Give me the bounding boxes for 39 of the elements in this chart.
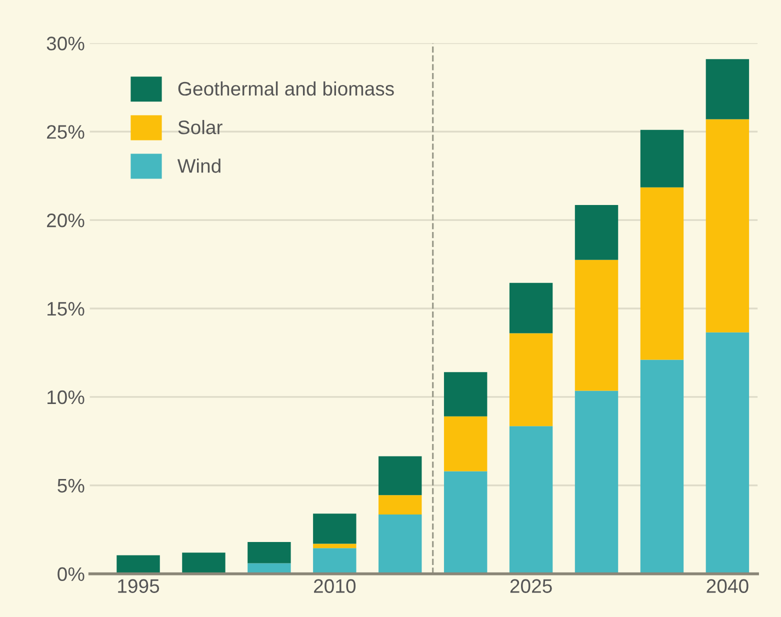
y-tick-label: 10% (48, 390, 84, 404)
bar (313, 514, 356, 544)
legend-label: Geothermal and biomass (178, 81, 394, 96)
bar (706, 332, 750, 574)
y-tick-label: 20% (47, 214, 84, 228)
y-tick-label: 30% (46, 36, 84, 50)
bar (116, 555, 160, 574)
bar (444, 416, 488, 472)
legend-label: Solar (178, 120, 222, 134)
bar (706, 119, 750, 332)
bar (574, 205, 618, 260)
bar (182, 552, 226, 574)
bar (248, 542, 291, 564)
bar (509, 426, 553, 574)
bar (509, 333, 553, 426)
y-tick-label: 25% (47, 125, 84, 139)
bar (378, 456, 422, 496)
bar (640, 187, 684, 360)
x-tick-label: 2010 (314, 579, 356, 593)
bar (444, 372, 488, 416)
y-tick-label: 15% (48, 302, 84, 316)
bar (509, 282, 553, 334)
bar (378, 514, 422, 574)
y-tick-label: 0% (58, 567, 84, 582)
y-tick-label: 5% (58, 478, 84, 493)
bar (444, 471, 488, 574)
x-tick-label: 1995 (118, 579, 160, 593)
bar (640, 360, 684, 574)
x-tick-label: 2040 (706, 579, 748, 593)
bar (574, 390, 618, 574)
bar (706, 59, 750, 120)
bar (640, 130, 684, 188)
x-tick-label: 2025 (510, 579, 552, 593)
legend-label: Wind (177, 158, 220, 173)
bar (248, 563, 291, 574)
bar (574, 260, 618, 391)
bar (313, 544, 356, 548)
bar (313, 548, 356, 574)
bar (378, 495, 422, 515)
